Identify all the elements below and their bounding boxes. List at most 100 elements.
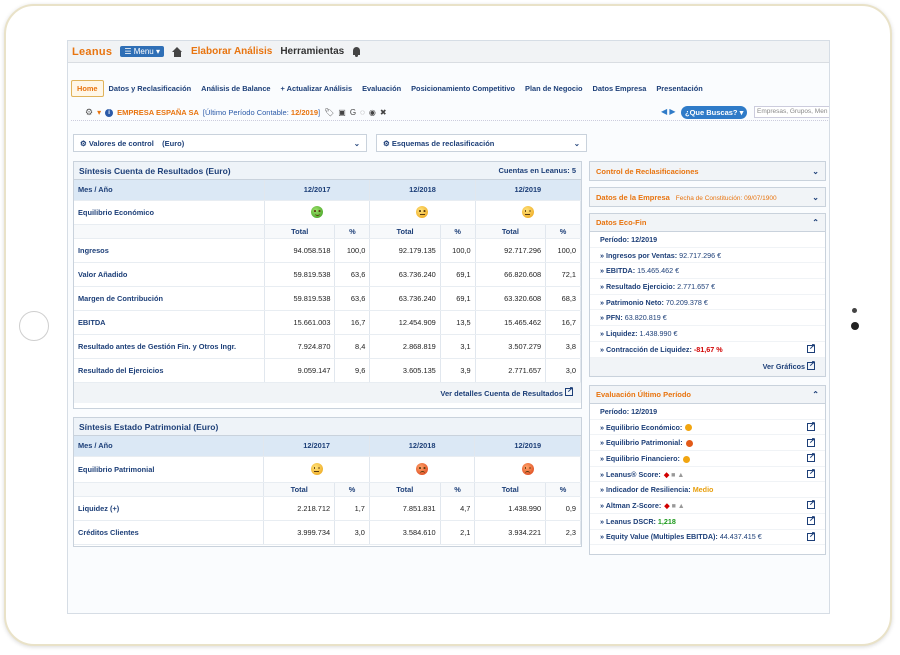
eq-patrimonial-label: » Equilibrio Patrimonial: <box>600 438 683 448</box>
cell-pct: 16,7 <box>545 310 581 335</box>
ecofin-title: Datos Eco-Fin <box>596 218 647 227</box>
herramientas-link[interactable]: Herramientas <box>280 46 345 57</box>
ecofin-value: 92.717.296 € <box>679 250 722 260</box>
evaluacion-title: Evaluación Último Período <box>596 390 692 399</box>
tag-icon[interactable]: 🏷 <box>324 108 335 117</box>
cell-total: 15.465.462 <box>475 310 547 335</box>
col-period: 12/2019 <box>474 436 581 457</box>
table-row: Resultado del Ejercicios 9.059.147 9,6 3.60… <box>74 358 581 383</box>
ecofin-row: » Resultado Ejercicio: 2.771.657 € <box>590 279 825 295</box>
ecofin-row: » Liquidez: 1.438.990 € <box>590 326 825 342</box>
row-label: Ingresos <box>74 238 265 263</box>
col-pct: % <box>545 224 581 239</box>
tab-evaluacion[interactable]: Evaluación <box>362 84 402 93</box>
cell-total: 59.819.538 <box>264 286 336 311</box>
control-reclasificaciones-panel[interactable]: Control de Reclasificaciones ⌄ <box>589 161 826 181</box>
caret-icon[interactable]: ▾ <box>97 108 102 117</box>
equilibrio-label: Equilibrio Económico <box>74 200 265 225</box>
ecofin-title-bar[interactable]: Datos Eco-Fin ⌃ <box>590 214 825 232</box>
gear-icon[interactable]: ⚙ <box>85 107 94 117</box>
bell-icon[interactable] <box>352 46 361 57</box>
cell-total: 3.999.734 <box>263 520 336 545</box>
external-link-icon[interactable] <box>807 420 816 432</box>
external-link-icon[interactable] <box>807 467 816 479</box>
external-link-icon[interactable] <box>807 498 816 510</box>
nav-arrows-icon[interactable]: ◀ ▶ <box>661 107 676 116</box>
datos-title: Datos de la Empresa <box>596 192 670 202</box>
tab-datos-reclasificacion[interactable]: Datos y Reclasificación <box>108 84 192 93</box>
col-period: 12/2019 <box>475 180 582 201</box>
cell-total: 94.058.518 <box>264 238 336 263</box>
col-total: Total <box>475 224 547 239</box>
cell-total: 9.059.147 <box>264 358 336 383</box>
home-icon[interactable] <box>171 46 183 57</box>
smiley-green-icon <box>311 206 324 218</box>
cell-pct: 1,7 <box>334 496 370 521</box>
tab-actualizar-analisis[interactable]: + Actualizar Análisis <box>280 84 353 93</box>
tab-analisis-balance[interactable]: Análisis de Balance <box>201 84 271 93</box>
eye-icon[interactable]: ◉ <box>368 108 376 117</box>
external-link-icon[interactable] <box>807 514 816 526</box>
period-label: [Último Período Contable: <box>202 108 289 117</box>
tab-posicionamiento[interactable]: Posicionamiento Competitivo <box>411 84 516 93</box>
info-icon[interactable]: i <box>105 108 114 117</box>
tab-datos-empresa[interactable]: Datos Empresa <box>592 84 647 93</box>
cell-total: 66.820.608 <box>475 262 547 287</box>
col-total: Total <box>264 224 336 239</box>
cell-total: 3.507.279 <box>475 334 547 359</box>
cell-pct: 63,6 <box>334 262 371 287</box>
cell-pct: 8,4 <box>334 334 371 359</box>
evaluacion-title-bar[interactable]: Evaluación Último Período ⌃ <box>590 386 825 404</box>
external-link-icon[interactable] <box>807 530 816 541</box>
row-label: Créditos Clientes <box>74 520 265 545</box>
cell-pct: 9,6 <box>334 358 371 383</box>
esquemas-dropdown[interactable]: ⚙ Esquemas de reclasificación ⌄ <box>376 134 587 152</box>
cell-total: 2.771.657 <box>475 358 547 383</box>
chat-icon[interactable]: ◌ <box>360 108 365 117</box>
cell-pct: 3,8 <box>545 334 581 359</box>
search-input[interactable]: Empresas, Grupos, Men <box>754 106 829 118</box>
datos-empresa-panel[interactable]: Datos de la Empresa Fecha de Constitución… <box>589 187 826 207</box>
valores-control-dropdown[interactable]: ⚙ Valores de control (Euro) ⌄ <box>73 134 367 152</box>
col-period: 12/2017 <box>264 180 371 201</box>
cell-total: 63.736.240 <box>369 286 441 311</box>
esquemas-label: Esquemas de reclasificación <box>391 138 495 148</box>
cell-pct: 68,3 <box>545 286 581 311</box>
ver-detalles-cuenta-link[interactable]: Ver detalles Cuenta de Resultados <box>74 382 581 403</box>
chevron-down-icon: ⌄ <box>353 138 360 148</box>
subheader-row: Total% Total% Total% <box>74 482 581 497</box>
estado-patrimonial-panel: Síntesis Estado Patrimonial (Euro) Mes /… <box>73 417 582 547</box>
chevron-down-icon: ⌄ <box>573 138 580 148</box>
cell-total: 2.218.712 <box>263 496 336 521</box>
tablet-home-button[interactable] <box>19 311 49 341</box>
menu-button[interactable]: ☰ Menu ▾ <box>120 46 164 57</box>
search-button[interactable]: ¿Que Buscas? ▾ <box>681 106 748 119</box>
leanus-logo[interactable]: Leanus <box>72 45 113 58</box>
tab-home[interactable]: Home <box>71 80 104 97</box>
close-icon[interactable]: ✖ <box>379 108 387 117</box>
valores-label: Valores de control (Euro) <box>88 138 185 148</box>
cell-total: 2.868.819 <box>369 334 441 359</box>
external-link-icon[interactable] <box>807 342 816 354</box>
periodo-row: Período: 12/2019 <box>590 232 825 248</box>
elaborar-analisis-link[interactable]: Elaborar Análisis <box>190 46 273 57</box>
chevron-down-icon: ⌄ <box>812 192 819 202</box>
tab-presentacion[interactable]: Presentación <box>656 84 703 93</box>
company-name[interactable]: EMPRESA ESPAÑA SA <box>117 108 199 117</box>
periodo-row: Período: 12/2019 <box>590 404 825 420</box>
tab-plan-negocio[interactable]: Plan de Negocio <box>525 84 583 93</box>
google-icon[interactable]: G <box>349 108 357 117</box>
external-link-icon[interactable] <box>807 436 816 447</box>
external-link-icon[interactable] <box>807 451 816 463</box>
table-row: Equilibrio Patrimonial <box>74 456 581 483</box>
cell-total: 1.438.990 <box>474 496 547 521</box>
smiley-yellow-icon <box>416 206 429 218</box>
card-icon[interactable]: ▣ <box>338 108 346 117</box>
ver-graficos-link[interactable]: Ver Gráficos <box>590 357 825 376</box>
cell-pct: 69,1 <box>440 262 476 287</box>
cell-total: 3.934.221 <box>474 520 547 545</box>
col-pct: % <box>334 482 370 497</box>
table-row: Liquidez (+) 2.218.712 1,7 7.851.831 4,7 1.43… <box>74 496 581 521</box>
status-yellow-icon <box>685 424 693 432</box>
cell-total: 63.736.240 <box>369 262 441 287</box>
